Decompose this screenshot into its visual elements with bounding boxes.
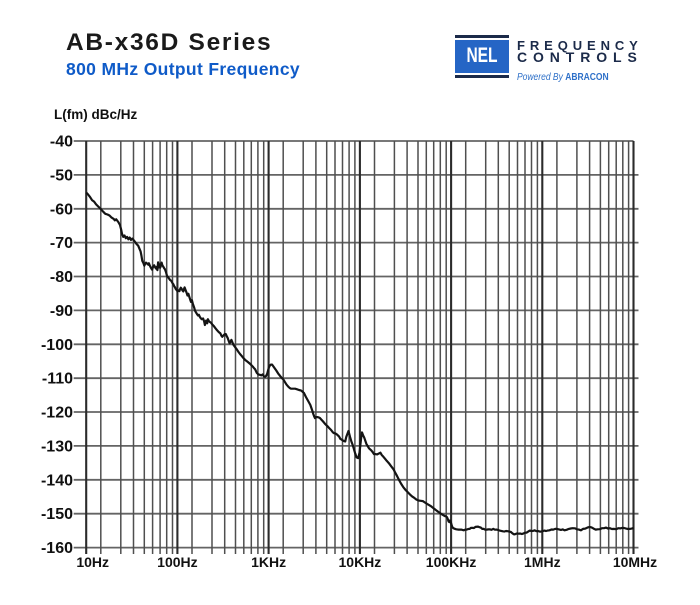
svg-text:-70: -70 <box>50 235 73 252</box>
svg-text:1MHz: 1MHz <box>524 554 561 570</box>
svg-text:-50: -50 <box>50 167 73 184</box>
svg-text:-80: -80 <box>50 269 73 286</box>
svg-text:10KHz: 10KHz <box>339 554 382 570</box>
svg-text:100Hz: 100Hz <box>157 554 197 570</box>
svg-text:100KHz: 100KHz <box>426 554 477 570</box>
svg-text:10MHz: 10MHz <box>613 554 657 570</box>
svg-text:10Hz: 10Hz <box>76 554 109 570</box>
svg-text:-60: -60 <box>50 201 73 218</box>
svg-text:-130: -130 <box>41 438 73 455</box>
svg-text:-40: -40 <box>50 134 73 151</box>
svg-text:-160: -160 <box>41 540 73 557</box>
svg-text:-140: -140 <box>41 472 73 489</box>
svg-text:-150: -150 <box>41 506 73 523</box>
svg-text:-90: -90 <box>50 303 73 320</box>
svg-text:-120: -120 <box>41 405 73 422</box>
svg-text:-110: -110 <box>42 371 73 388</box>
svg-text:-100: -100 <box>41 337 73 354</box>
svg-text:1KHz: 1KHz <box>251 554 286 570</box>
